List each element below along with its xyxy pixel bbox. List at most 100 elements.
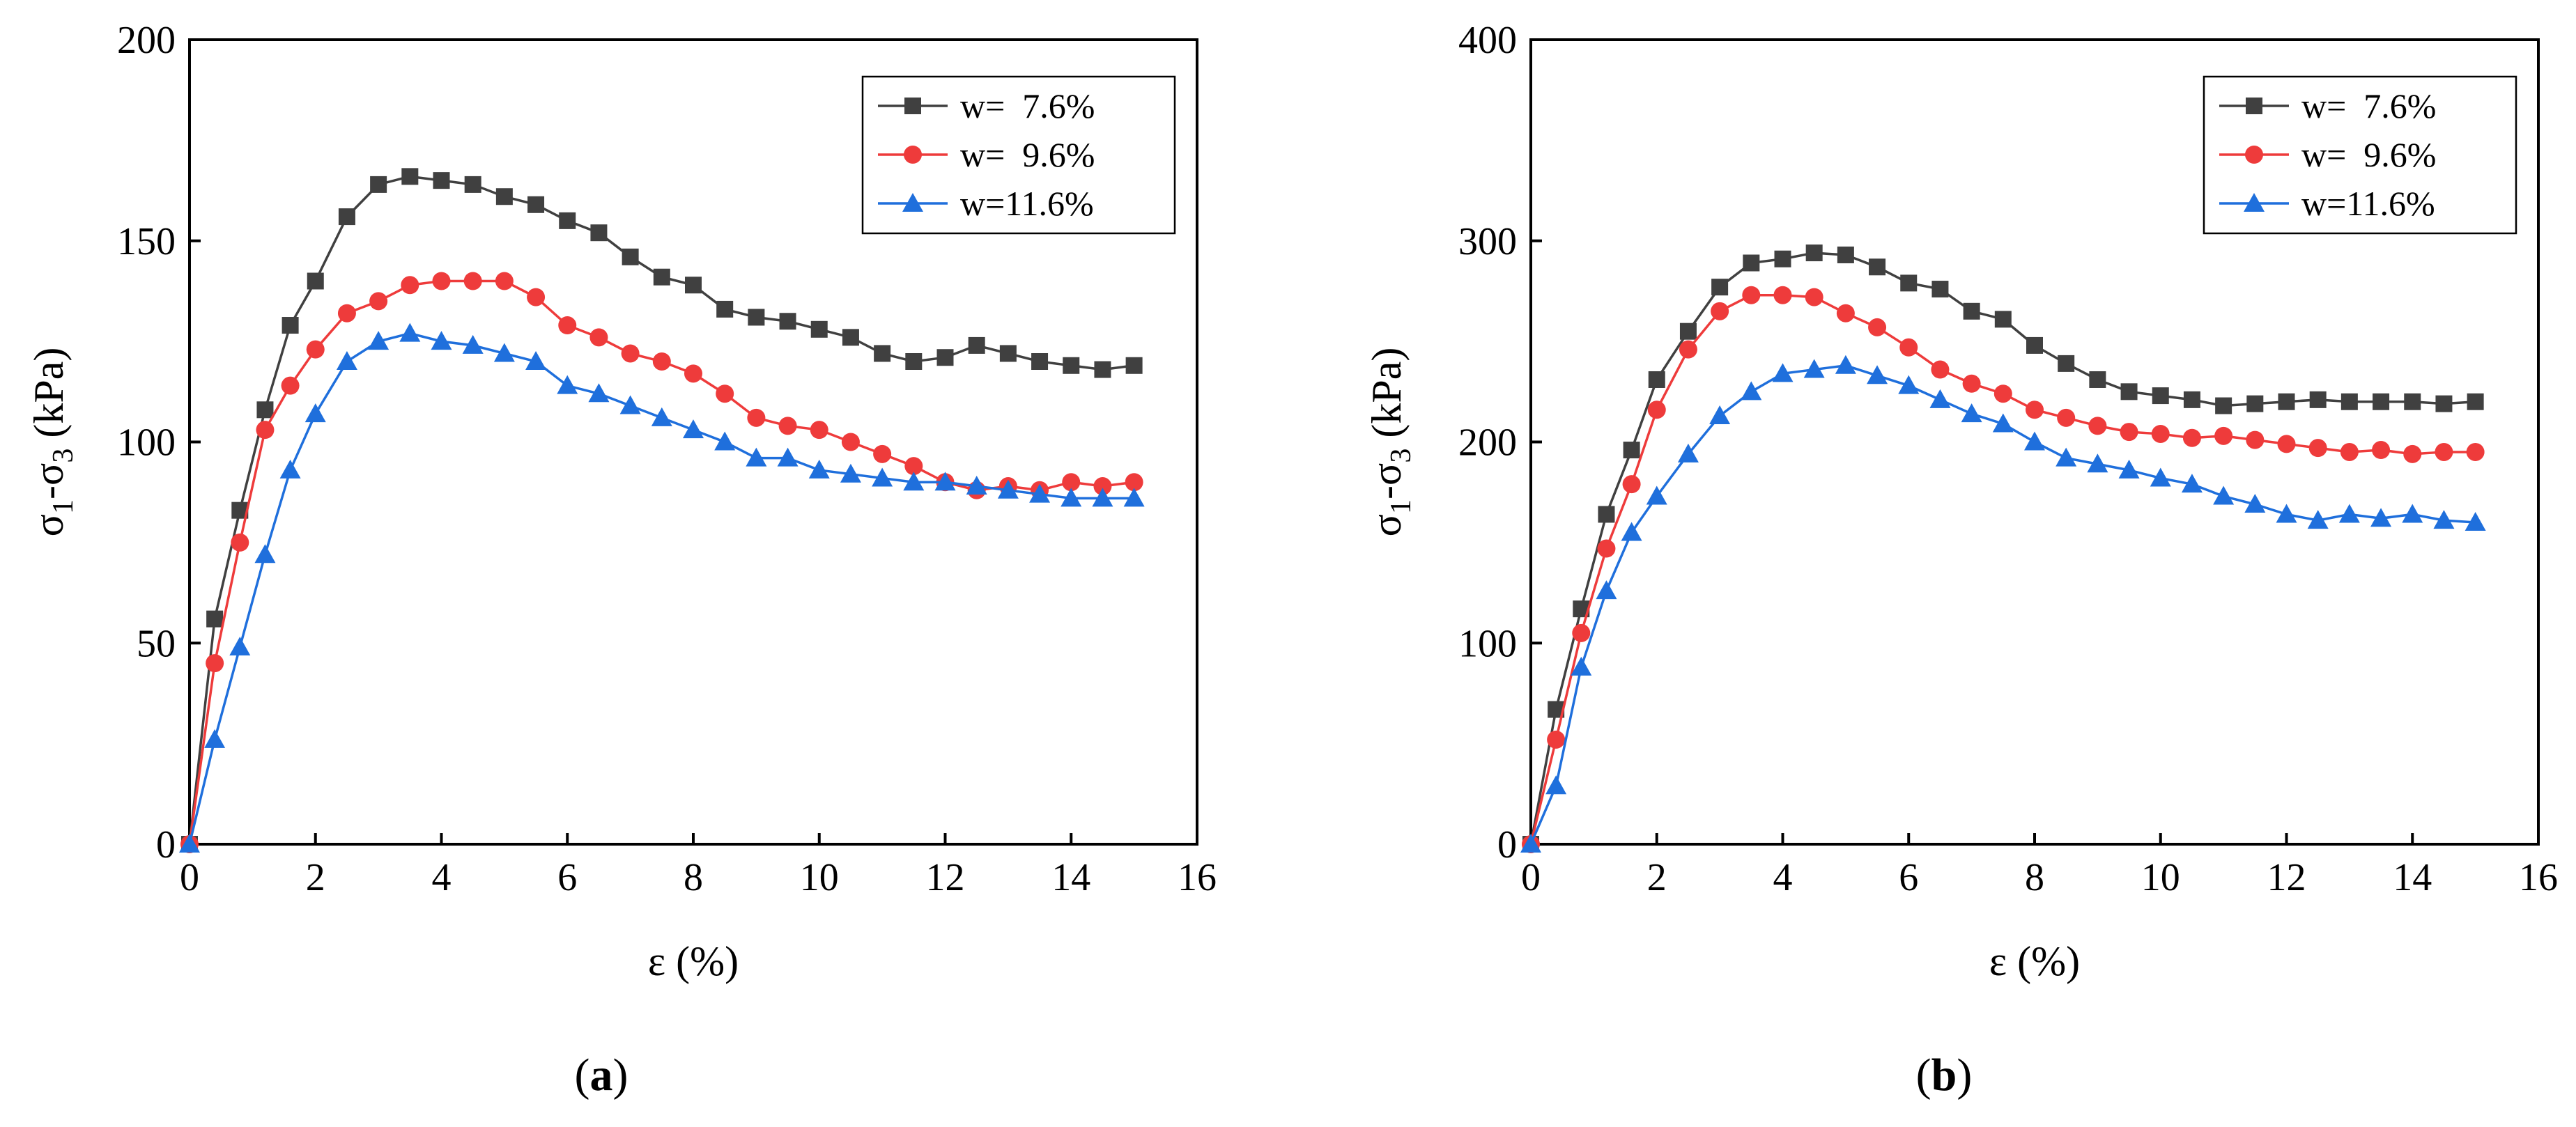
data-point [1029,483,1051,503]
data-point [432,272,451,290]
panel-label-close: ) [1957,1050,1972,1101]
data-point [2088,417,2107,435]
data-point [256,421,275,440]
data-point [1835,355,1856,374]
data-point [1677,443,1699,463]
x-tick-label: 8 [2025,856,2044,899]
data-point [746,447,767,467]
data-point [747,408,766,427]
data-point [873,444,892,463]
data-point [2433,510,2455,529]
data-point [683,419,704,439]
data-point [590,224,608,242]
data-point [1963,302,1980,320]
data-point [2057,408,2076,427]
legend-item: w=11.6% [2219,184,2435,223]
data-point [2246,395,2264,412]
data-point [401,276,419,295]
data-point [1125,473,1143,492]
data-point [1094,361,1111,378]
panel-label-close: ) [613,1050,628,1101]
data-point [999,345,1017,362]
data-point [2024,431,2045,451]
data-point [306,340,325,359]
y-tick-label: 150 [117,220,176,263]
data-point [2307,510,2329,529]
data-point [1836,304,1855,322]
series-1 [1522,244,2484,853]
data-point [525,351,547,370]
data-point [904,457,923,476]
data-point [495,188,513,205]
panel-label: (a) [575,1050,628,1101]
data-point [1621,522,1642,541]
data-point [1772,363,1794,382]
data-point [399,322,421,342]
data-point [1125,357,1143,374]
x-tick-label: 8 [684,856,703,899]
data-point [1869,258,1886,276]
data-point [2372,441,2391,460]
legend-label: w=11.6% [2301,184,2435,223]
x-tick-label: 12 [926,856,965,899]
legend-item: w= 9.6% [2219,135,2436,174]
data-point [716,300,734,318]
data-point [1992,413,2014,433]
data-point [872,467,893,487]
panel-label-letter: b [1931,1050,1957,1101]
data-point [2118,459,2140,479]
data-point [905,353,923,370]
data-point [1868,318,1887,336]
data-point [997,479,1019,499]
data-point [307,272,324,290]
data-point [841,433,860,451]
data-point [1837,246,1854,263]
x-tick-label: 4 [432,856,452,899]
data-point [256,401,274,419]
data-point [1596,580,1617,600]
data-point [2276,504,2297,523]
data-point [1741,381,1762,401]
data-point [1900,274,1918,292]
data-point [369,292,388,311]
legend-marker [904,146,922,164]
data-point [748,309,765,326]
data-point [368,331,390,350]
y-axis-title-sub2: 3 [47,449,79,463]
data-point [527,288,546,306]
data-point [1993,384,2012,403]
y-axis-title-main: σ [1364,514,1410,536]
data-point [1646,485,1667,505]
data-point [1962,374,1981,393]
data-point [2338,504,2360,523]
legend-marker [2246,98,2262,114]
x-axis-title: ε (%) [1989,938,2080,984]
y-tick-label: 300 [1458,220,1517,263]
data-point [338,208,355,226]
data-point [433,172,450,189]
data-point [229,637,251,656]
data-point [2058,355,2075,372]
y-tick-label: 200 [117,19,176,62]
data-point [1773,286,1792,304]
data-point [2370,508,2392,527]
data-point [527,196,545,213]
y-tick-label: 100 [1458,622,1517,665]
data-point [1647,401,1666,419]
data-point [622,248,639,265]
data-point [279,459,301,479]
data-point [2277,435,2296,453]
data-point [1742,286,1761,304]
data-point [231,533,249,552]
data-point [968,336,985,354]
data-point [1898,375,1920,394]
data-point [2466,442,2485,461]
data-point [2215,397,2232,414]
data-point [621,344,640,363]
data-point [2404,393,2421,410]
data-point [206,610,224,628]
y-tick-label: 100 [117,421,176,465]
data-point [337,304,356,322]
data-point [179,834,200,853]
y-tick-label: 0 [1497,823,1517,866]
